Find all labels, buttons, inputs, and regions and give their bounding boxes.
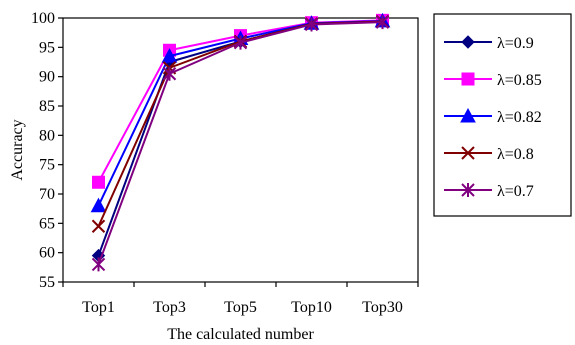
legend-label: λ=0.85: [497, 72, 542, 89]
legend-entry: λ=0.7: [444, 183, 534, 200]
legend-label: λ=0.8: [497, 146, 534, 163]
legend-entry: λ=0.8: [444, 146, 534, 163]
y-tick-label: 80: [39, 127, 55, 144]
series-line: [97, 19, 383, 256]
data-point: [233, 35, 248, 50]
x-tick-label: Top3: [153, 299, 186, 316]
y-tick-label: 85: [39, 98, 55, 115]
legend-label: λ=0.9: [497, 35, 534, 52]
series-line: [97, 20, 383, 227]
y-tick-label: 55: [39, 274, 55, 291]
x-tick-label: Top10: [291, 299, 332, 316]
series-5: [91, 15, 390, 272]
series-layer: [90, 12, 391, 272]
data-point: [91, 257, 106, 272]
data-point: [162, 66, 177, 81]
y-tick-label: 65: [39, 215, 55, 232]
data-point: [91, 219, 106, 233]
legend-marker: [461, 72, 475, 86]
y-tick-label: 60: [39, 245, 55, 262]
plot-frame: [62, 17, 419, 283]
legend-marker: [461, 35, 475, 49]
x-tick-label: Top1: [82, 299, 115, 316]
legend-marker: [460, 107, 476, 123]
legend-label: λ=0.82: [497, 109, 542, 126]
y-tick-label: 90: [39, 69, 55, 86]
y-tick-label: 95: [39, 39, 55, 56]
legend-entry: λ=0.9: [444, 35, 534, 52]
y-axis-title: Accuracy: [9, 119, 26, 180]
legend-label: λ=0.7: [497, 183, 534, 200]
y-tick-label: 75: [39, 157, 55, 174]
x-tick-label: Top5: [224, 299, 257, 316]
legend-entry: λ=0.82: [444, 107, 542, 126]
legend-marker: [461, 146, 475, 160]
legend-entry: λ=0.85: [444, 72, 542, 89]
y-tick-label: 70: [39, 186, 55, 203]
legend-marker: [461, 183, 475, 197]
data-point: [161, 48, 178, 63]
data-point: [90, 197, 107, 213]
series-line: [97, 21, 383, 265]
data-point: [92, 175, 105, 189]
x-axis-title: The calculated number: [167, 326, 314, 343]
data-point: [375, 15, 390, 30]
axes: 55 60 65 70 75 80 85 90 95 100 Top1 Top3 Top5 Top10 To…: [31, 10, 419, 316]
y-tick-label: 100: [31, 10, 55, 27]
x-tick-label: Top30: [362, 299, 403, 316]
legend: λ=0.9 λ=0.85 λ=0.82 λ=0.8 λ=0.7: [433, 13, 572, 217]
data-point: [304, 17, 319, 32]
